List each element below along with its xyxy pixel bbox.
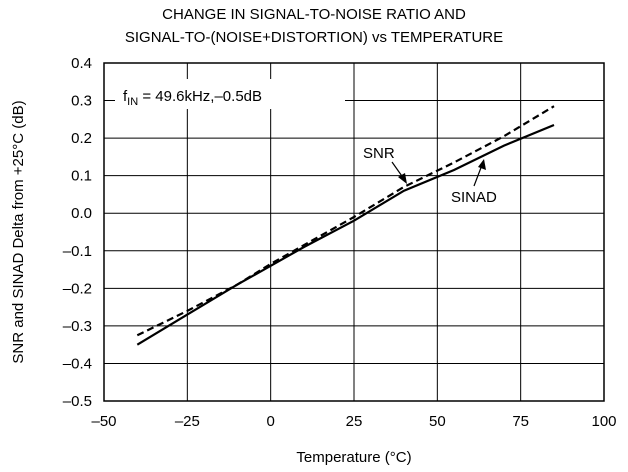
chart-title-line-2: SIGNAL-TO-(NOISE+DISTORTION) vs TEMPERAT… (124, 29, 504, 46)
series-line-sinad (136, 123, 555, 346)
y-tick-label: 0.2 (71, 130, 92, 147)
y-tick-label: 0.4 (71, 55, 92, 72)
y-tick-label: 0.3 (71, 93, 92, 110)
y-tick-label: –0.4 (63, 355, 92, 372)
sinad-pointer-arrowhead (478, 159, 486, 170)
grid (103, 62, 605, 402)
plot-frame (103, 62, 605, 402)
x-tick-label: 25 (346, 413, 363, 430)
x-axis-label: Temperature (°C) (296, 449, 411, 466)
series-line-snr (136, 105, 555, 337)
y-tick-label: –0.1 (63, 243, 92, 260)
annotation-background (115, 79, 345, 109)
series-label-sinad: SINAD (451, 189, 497, 206)
x-tick-label: 75 (512, 413, 529, 430)
x-tick-label: –50 (91, 413, 116, 430)
y-tick-label: –0.2 (63, 280, 92, 297)
x-tick-label: 100 (591, 413, 616, 430)
x-tick-label: 50 (429, 413, 446, 430)
y-tick-label: 0.0 (71, 205, 92, 222)
x-tick-label: –25 (175, 413, 200, 430)
y-axis-label: SNR and SINAD Delta from +25°C (dB) (10, 100, 27, 363)
sinad-pointer-line (473, 164, 483, 187)
y-tick-label: –0.5 (63, 393, 92, 410)
x-tick-label: 0 (266, 413, 274, 430)
series-label-snr: SNR (363, 145, 395, 162)
y-tick-label: 0.1 (71, 168, 92, 185)
snr-pointer-arrowhead (398, 173, 407, 184)
y-tick-label: –0.3 (63, 318, 92, 335)
test-condition-annotation: fIN = 49.6kHz,–0.5dB (123, 88, 262, 108)
chart-title-line-1: CHANGE IN SIGNAL-TO-NOISE RATIO AND (162, 6, 466, 23)
